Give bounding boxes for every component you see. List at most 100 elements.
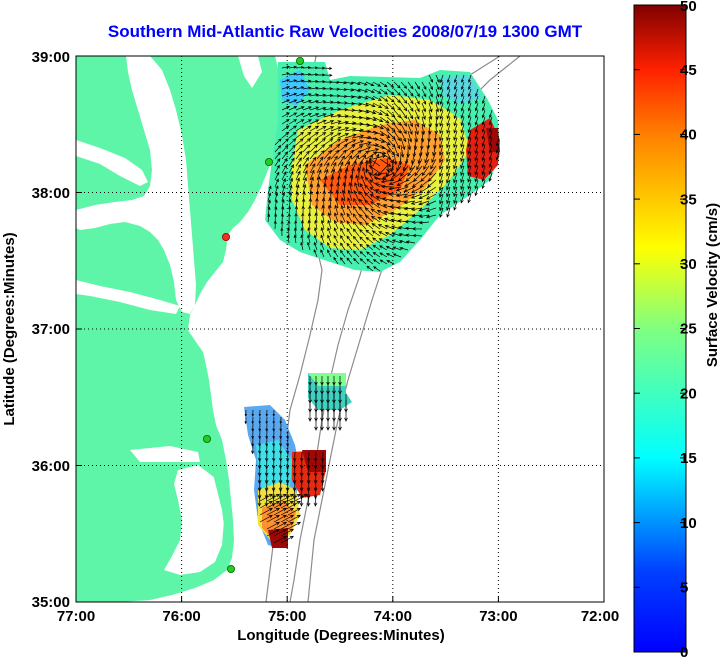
y-tick-label: 36:00 [32, 458, 70, 475]
velocity-arrow [421, 109, 426, 120]
velocity-arrow [446, 179, 451, 191]
velocity-arrow [414, 109, 420, 120]
velocity-arrow [302, 137, 311, 146]
velocity-arrow [266, 493, 281, 502]
velocity-arrow [386, 116, 396, 125]
velocity-arrow [446, 116, 451, 127]
velocity-arrow [412, 233, 423, 238]
velocity-arrow [411, 186, 423, 193]
x-tick-labels: 77:00 76:00 75:00 74:00 73:00 72:00 [57, 608, 619, 625]
velocity-arrow [299, 493, 304, 507]
velocity-arrow [321, 212, 325, 223]
velocity-arrow [259, 493, 274, 502]
velocity-arrow [313, 241, 318, 251]
velocity-arrow [365, 95, 376, 101]
velocity-arrow [381, 172, 395, 179]
velocity-arrow [421, 95, 427, 105]
velocity-arrow [327, 204, 332, 216]
velocity-arrow [272, 430, 276, 440]
velocity-arrow [407, 116, 413, 128]
velocity-arrow [264, 458, 269, 470]
velocity-arrow [379, 102, 389, 109]
velocity-arrow [320, 479, 325, 492]
velocity-arrow [439, 200, 444, 212]
velocity-arrow [414, 130, 419, 143]
velocity-arrow [330, 132, 342, 139]
velocity-arrow [446, 158, 451, 170]
velocity-arrow [481, 123, 486, 133]
velocity-arrow [251, 444, 255, 455]
velocity-arrow [330, 100, 341, 105]
velocity-arrow [273, 535, 288, 544]
velocity-arrow [295, 131, 305, 139]
velocity-arrow [330, 138, 342, 146]
velocity-arrow [309, 93, 319, 97]
velocity-arrow [327, 241, 332, 251]
velocity-arrow [281, 144, 289, 153]
velocity-arrow [266, 507, 281, 516]
velocity-arrow [421, 116, 426, 128]
velocity-arrow [377, 224, 388, 230]
velocity-arrow [474, 109, 479, 119]
velocity-arrow [453, 123, 458, 134]
velocity-arrow [352, 213, 360, 223]
velocity-arrow [281, 65, 291, 69]
velocity-arrow [355, 174, 360, 188]
velocity-arrow [358, 109, 370, 114]
velocity-arrow [467, 130, 472, 141]
velocity-arrow [352, 228, 360, 237]
velocity-arrow [428, 88, 433, 98]
velocity-arrow [309, 86, 319, 90]
velocity-arrow [300, 227, 304, 237]
velocity-arrow [453, 158, 458, 170]
velocity-arrow [474, 88, 479, 98]
velocity-arrow [288, 177, 293, 188]
velocity-arrow [453, 95, 458, 105]
velocity-arrow [251, 430, 255, 440]
velocity-arrow [400, 137, 406, 151]
velocity-arrow [400, 144, 405, 158]
velocity-arrow [288, 138, 297, 146]
velocity-arrow [495, 151, 500, 161]
velocity-arrow [372, 123, 384, 130]
velocity-arrow [316, 132, 327, 139]
velocity-arrow [421, 102, 426, 113]
velocity-arrow [446, 81, 451, 91]
velocity-arrow [425, 200, 437, 206]
velocity-arrow [313, 486, 318, 500]
velocity-arrow [481, 179, 486, 190]
velocity-arrow [309, 113, 320, 118]
velocity-arrow [460, 102, 465, 112]
station-marker [226, 565, 235, 574]
velocity-arrow [379, 123, 390, 131]
velocity-arrow [337, 126, 350, 132]
velocity-arrow [467, 151, 472, 162]
velocity-arrow [344, 133, 357, 139]
velocity-arrow [467, 165, 472, 176]
velocity-arrow [410, 200, 423, 205]
velocity-arrow [330, 161, 337, 174]
velocity-arrow [377, 216, 388, 223]
velocity-arrow [274, 199, 278, 209]
velocity-arrow [313, 234, 318, 244]
velocity-arrow [407, 95, 414, 105]
velocity-arrow [364, 176, 374, 188]
velocity-arrow [378, 231, 388, 237]
velocity-arrow [294, 219, 298, 230]
velocity-arrow [278, 486, 283, 500]
velocity-arrow [386, 123, 396, 133]
velocity-arrow [329, 182, 334, 195]
velocity-arrow [337, 107, 349, 112]
velocity-arrow [438, 179, 444, 191]
velocity-arrow [299, 465, 304, 477]
velocity-arrow [370, 201, 381, 209]
velocity-arrow [266, 528, 281, 537]
velocity-arrow [379, 81, 388, 88]
velocity-arrow [386, 260, 395, 265]
velocity-arrow [372, 153, 380, 167]
velocity-arrow [358, 102, 370, 107]
velocity-arrow [352, 220, 360, 230]
velocity-arrow [352, 235, 360, 244]
velocity-arrow [446, 102, 451, 112]
velocity-arrow [320, 234, 325, 244]
